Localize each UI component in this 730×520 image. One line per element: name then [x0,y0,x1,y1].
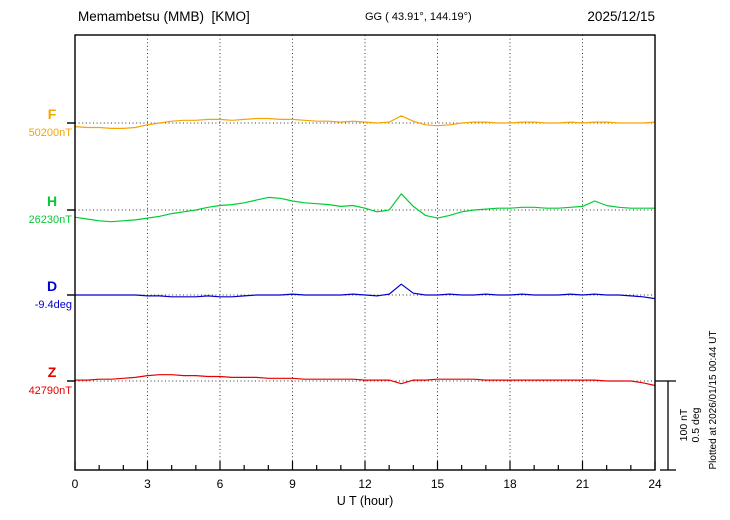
axis-ticks [67,122,656,470]
x-tick-labels: 0 3 6 9 12 15 18 21 24 [72,477,662,491]
x-tick-label-9: 9 [289,477,296,491]
x-tick-label-3: 3 [144,477,151,491]
series-label-F: F [48,106,57,122]
scale-label-deg: 0.5 deg [690,407,702,442]
x-tick-label-24: 24 [648,477,662,491]
baseline-value-F: 50200nT [29,127,73,139]
x-tick-label-0: 0 [72,477,79,491]
scale-label-nt: 100 nT [678,408,690,441]
series-label-Z: Z [48,364,57,380]
baseline-value-Z: 42790nT [29,385,73,397]
trace-F [74,115,656,129]
data-traces [74,115,656,387]
series-label-H: H [47,193,57,209]
trace-Z [74,374,656,387]
plotted-at-note: Plotted at 2026/01/15 00:44 UT [708,331,719,470]
baseline-value-H: 26230nT [29,214,73,226]
x-tick-label-12: 12 [358,477,372,491]
x-axis-title: U T (hour) [337,494,394,508]
geographic-coordinates: GG ( 43.91°, 144.19°) [365,11,472,23]
baseline-value-D: -9.4deg [35,299,72,311]
observation-date: 2025/12/15 [587,9,655,24]
trace-D [74,283,656,300]
x-tick-label-6: 6 [217,477,224,491]
scale-bar: 100 nT 0.5 deg [655,380,702,471]
x-tick-label-15: 15 [431,477,445,491]
series-label-D: D [47,278,57,294]
station-title: Memambetsu (MMB) [KMO] [78,9,250,24]
gridlines [75,35,655,470]
x-tick-label-21: 21 [576,477,590,491]
x-tick-label-18: 18 [503,477,517,491]
trace-H [74,193,656,223]
plot-border [74,34,656,471]
